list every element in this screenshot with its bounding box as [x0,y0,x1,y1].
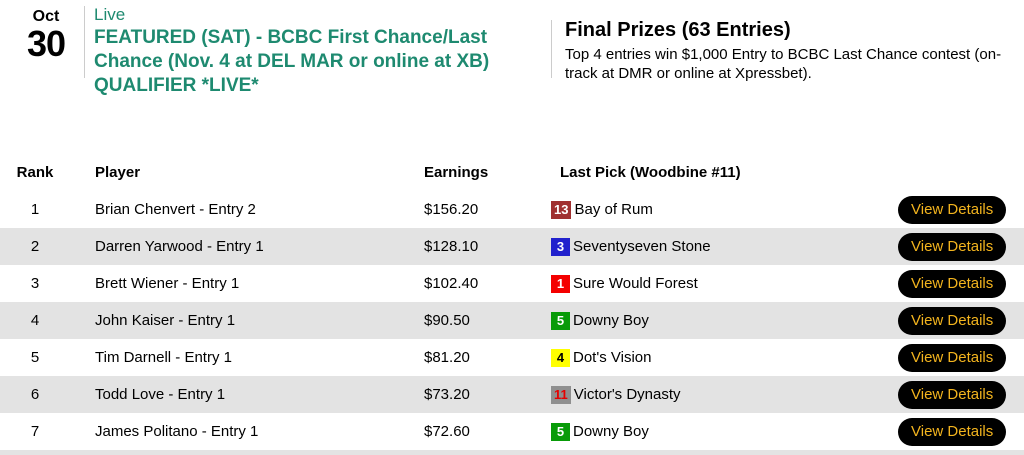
table-row: 4 John Kaiser - Entry 1 $90.50 5 Downy B… [0,302,1024,339]
saddle-cloth-badge: 1 [551,274,570,293]
table-row: 6 Todd Love - Entry 1 $73.20 11 Victor's… [0,376,1024,413]
rank-cell: 2 [30,238,40,255]
saddle-cloth-badge: 5 [551,422,570,441]
saddle-cloth-badge: 13 [551,200,572,219]
view-details-button[interactable]: View Details [898,195,1007,224]
table-row: 2 Darren Yarwood - Entry 1 $128.10 3 Sev… [0,228,1024,265]
header-divider-right [551,20,552,78]
earnings-cell: $81.20 [424,349,470,366]
earnings-cell: $72.60 [424,423,470,440]
prizes-info: Final Prizes (63 Entries) Top 4 entries … [565,18,1013,83]
event-date: Oct 30 [12,8,80,62]
horse-name: Victor's Dynasty [573,386,681,403]
column-header-last-pick: Last Pick (Woodbine #11) [560,163,741,181]
next-row-partial [0,450,1024,455]
rank-cell: 7 [30,423,40,440]
action-cell: View Details [898,380,1024,409]
horse-name: Seventyseven Stone [573,238,711,255]
header-divider-left [84,6,85,78]
table-row: 1 Brian Chenvert - Entry 2 $156.20 13 Ba… [0,191,1024,228]
earnings-cell: $128.10 [424,238,479,255]
earnings-cell: $73.20 [424,386,470,403]
action-cell: View Details [898,195,1024,224]
view-details-button[interactable]: View Details [898,306,1007,335]
action-cell: View Details [898,417,1024,446]
event-info: Live FEATURED (SAT) - BCBC First Chance/… [94,4,546,98]
prizes-title: Final Prizes (63 Entries) [565,19,791,41]
view-details-button[interactable]: View Details [898,232,1007,261]
horse-name: Sure Would Forest [573,275,698,292]
rank-cell: 1 [30,201,40,218]
saddle-cloth-badge: 4 [551,348,570,367]
earnings-cell: $156.20 [424,201,479,218]
saddle-cloth-badge: 11 [551,385,571,404]
player-cell: Tim Darnell - Entry 1 [95,349,232,366]
leaderboard-table: Rank Player Earnings Last Pick (Woodbine… [0,153,1024,450]
rank-cell: 3 [30,275,40,292]
player-cell: James Politano - Entry 1 [95,423,259,440]
player-cell: John Kaiser - Entry 1 [95,312,236,329]
view-details-button[interactable]: View Details [898,343,1007,372]
rank-cell: 4 [30,312,40,329]
leaderboard-rows: 1 Brian Chenvert - Entry 2 $156.20 13 Ba… [0,191,1024,450]
earnings-cell: $90.50 [424,312,470,329]
prizes-description: Top 4 entries win $1,000 Entry to BCBC L… [565,46,1002,82]
table-header-row: Rank Player Earnings Last Pick (Woodbine… [0,153,1024,191]
saddle-cloth-badge: 3 [551,237,570,256]
event-title: FEATURED (SAT) - BCBC First Chance/Last … [94,27,490,96]
player-cell: Todd Love - Entry 1 [95,386,226,403]
rank-cell: 6 [30,386,40,403]
last-pick-cell: 5 Downy Boy [551,311,898,330]
last-pick-cell: 11 Victor's Dynasty [551,385,898,404]
horse-name: Downy Boy [573,423,649,440]
event-date-month: Oct [32,8,60,25]
event-date-day: 30 [26,23,66,65]
rank-cell: 5 [30,349,40,366]
table-row: 5 Tim Darnell - Entry 1 $81.20 4 Dot's V… [0,339,1024,376]
view-details-button[interactable]: View Details [898,380,1007,409]
earnings-cell: $102.40 [424,275,479,292]
last-pick-cell: 3 Seventyseven Stone [551,237,898,256]
last-pick-cell: 5 Downy Boy [551,422,898,441]
player-cell: Brett Wiener - Entry 1 [95,275,240,292]
live-status-label: Live [94,5,126,24]
column-header-earnings: Earnings [424,163,489,181]
action-cell: View Details [898,343,1024,372]
action-cell: View Details [898,232,1024,261]
saddle-cloth-badge: 5 [551,311,570,330]
table-row: 7 James Politano - Entry 1 $72.60 5 Down… [0,413,1024,450]
player-cell: Darren Yarwood - Entry 1 [95,238,264,255]
horse-name: Downy Boy [573,312,649,329]
player-cell: Brian Chenvert - Entry 2 [95,201,256,218]
view-details-button[interactable]: View Details [898,269,1007,298]
horse-name: Dot's Vision [573,349,652,366]
column-header-player: Player [95,163,141,181]
action-cell: View Details [898,306,1024,335]
action-cell: View Details [898,269,1024,298]
last-pick-cell: 1 Sure Would Forest [551,274,898,293]
last-pick-cell: 13 Bay of Rum [551,200,898,219]
last-pick-cell: 4 Dot's Vision [551,348,898,367]
column-header-rank: Rank [16,163,54,181]
view-details-button[interactable]: View Details [898,417,1007,446]
horse-name: Bay of Rum [574,201,653,218]
table-row: 3 Brett Wiener - Entry 1 $102.40 1 Sure … [0,265,1024,302]
